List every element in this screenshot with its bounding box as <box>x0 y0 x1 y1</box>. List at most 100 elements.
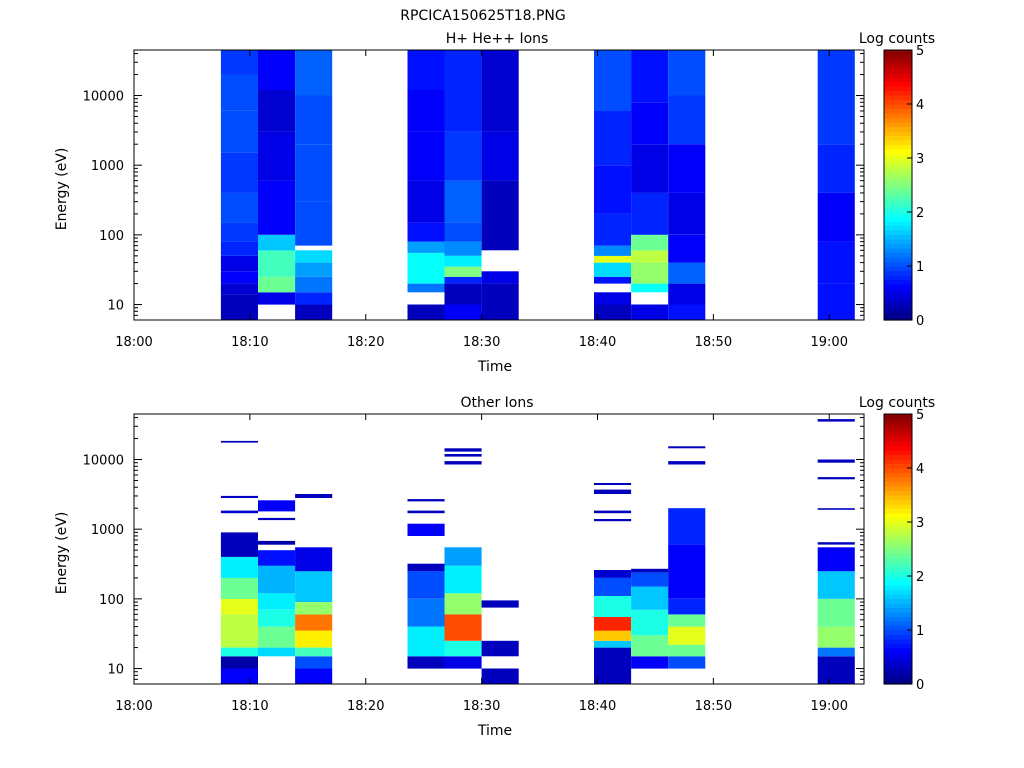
heatmap-cell <box>817 508 855 510</box>
colorbar-segment <box>884 288 912 294</box>
heatmap-cell <box>220 241 258 256</box>
colorbar-segment <box>884 603 912 609</box>
colorbar-segment <box>884 535 912 541</box>
heatmap-cell <box>258 626 296 648</box>
heatmap-cell <box>258 90 296 132</box>
colorbar-segment <box>884 585 912 591</box>
colorbar-segment <box>884 490 912 496</box>
heatmap-cell <box>444 448 482 452</box>
colorbar-segment <box>884 553 912 559</box>
heatmap-cell <box>594 50 632 111</box>
colorbar-segment <box>884 144 912 150</box>
heatmap-cell <box>444 283 482 305</box>
heatmap-cell <box>594 111 632 166</box>
heatmap-cell <box>220 50 258 75</box>
heatmap-cell <box>220 556 258 578</box>
colorbar-segment <box>884 95 912 101</box>
colorbar-segment <box>884 158 912 164</box>
colorbar-segment <box>884 580 912 586</box>
heatmap-cell <box>594 262 632 277</box>
heatmap-cell <box>817 283 855 320</box>
heatmap-cell <box>220 271 258 284</box>
heatmap-cell <box>258 517 296 521</box>
heatmap-cell <box>444 241 482 256</box>
heatmap-cell <box>407 499 445 502</box>
colorbar-label-h-he-ions: Log counts <box>859 31 935 47</box>
colorbar-segment <box>884 499 912 505</box>
colorbar-segment <box>884 450 912 456</box>
heatmap-cell <box>220 283 258 295</box>
heatmap-cell <box>220 532 258 557</box>
heatmap-cell <box>407 50 445 90</box>
colorbar-segment <box>884 643 912 649</box>
x-tick-label: 18:00 <box>115 335 152 350</box>
heatmap-cell <box>631 234 669 251</box>
heatmap-cell <box>668 544 706 599</box>
heatmap-cell <box>481 668 519 684</box>
heatmap-cell <box>817 50 855 96</box>
heatmap-cell <box>220 111 258 153</box>
colorbar-segment <box>884 140 912 146</box>
x-tick-label: 18:40 <box>579 335 616 350</box>
heatmap-cell <box>407 626 445 657</box>
heatmap-cell <box>444 565 482 594</box>
heatmap-cell <box>631 192 669 235</box>
heatmap-cell <box>817 241 855 284</box>
heatmap-cell <box>668 644 706 657</box>
colorbar-segment <box>884 261 912 267</box>
colorbar-label-other-ions: Log counts <box>859 395 935 411</box>
heatmap-cell <box>594 640 632 648</box>
heatmap-cell <box>295 292 333 305</box>
x-axis-label-h-he-ions: Time <box>477 359 512 375</box>
colorbar-segment <box>884 549 912 555</box>
colorbar-segment <box>884 270 912 276</box>
colorbar-segment <box>884 77 912 83</box>
colorbar-segment <box>884 472 912 478</box>
colorbar-segment <box>884 113 912 119</box>
heatmap-cell <box>295 144 333 202</box>
y-tick-label: 100 <box>99 593 124 608</box>
heatmap-cell <box>407 222 445 242</box>
colorbar-segment <box>884 418 912 424</box>
heatmap-cell <box>668 144 706 193</box>
heatmap-cell <box>444 547 482 566</box>
heatmap-cell <box>258 593 296 610</box>
colorbar-tick-label: 1 <box>916 624 924 639</box>
colorbar-segment <box>884 293 912 299</box>
x-tick-label: 18:50 <box>695 335 732 350</box>
heatmap-cell <box>668 598 706 615</box>
heatmap-cell <box>668 446 706 449</box>
heatmap-cell <box>817 419 855 422</box>
colorbar-segment <box>884 517 912 523</box>
colorbar-segment <box>884 648 912 654</box>
colorbar-segment <box>884 72 912 78</box>
colorbar-segment <box>884 594 912 600</box>
heatmap-cell <box>407 563 445 572</box>
heatmap-cell <box>631 102 669 145</box>
heatmap-cell <box>220 647 258 657</box>
y-tick-label: 10000 <box>83 454 124 469</box>
colorbar-tick-label: 3 <box>916 516 924 531</box>
heatmap-cell <box>594 304 632 320</box>
colorbar-segment <box>884 311 912 317</box>
panel-title-other-ions: Other Ions <box>460 395 533 411</box>
heatmap-cell <box>594 165 632 214</box>
heatmap-cell <box>407 283 445 293</box>
colorbar-segment <box>884 634 912 640</box>
heatmap-cell <box>594 596 632 617</box>
colorbar-segment <box>884 477 912 483</box>
heatmap-cell <box>817 571 855 599</box>
heatmap-cell <box>668 50 706 96</box>
heatmap-cell <box>631 304 669 320</box>
x-tick-label: 19:00 <box>811 335 848 350</box>
heatmap-cell <box>258 180 296 235</box>
heatmap-cell <box>631 635 669 657</box>
colorbar-segment <box>884 167 912 173</box>
heatmap-cell <box>220 192 258 223</box>
colorbar-segment <box>884 459 912 465</box>
colorbar-segment <box>884 558 912 564</box>
colorbar-segment <box>884 432 912 438</box>
heatmap-cell <box>220 577 258 599</box>
heatmap-cell <box>295 647 333 657</box>
